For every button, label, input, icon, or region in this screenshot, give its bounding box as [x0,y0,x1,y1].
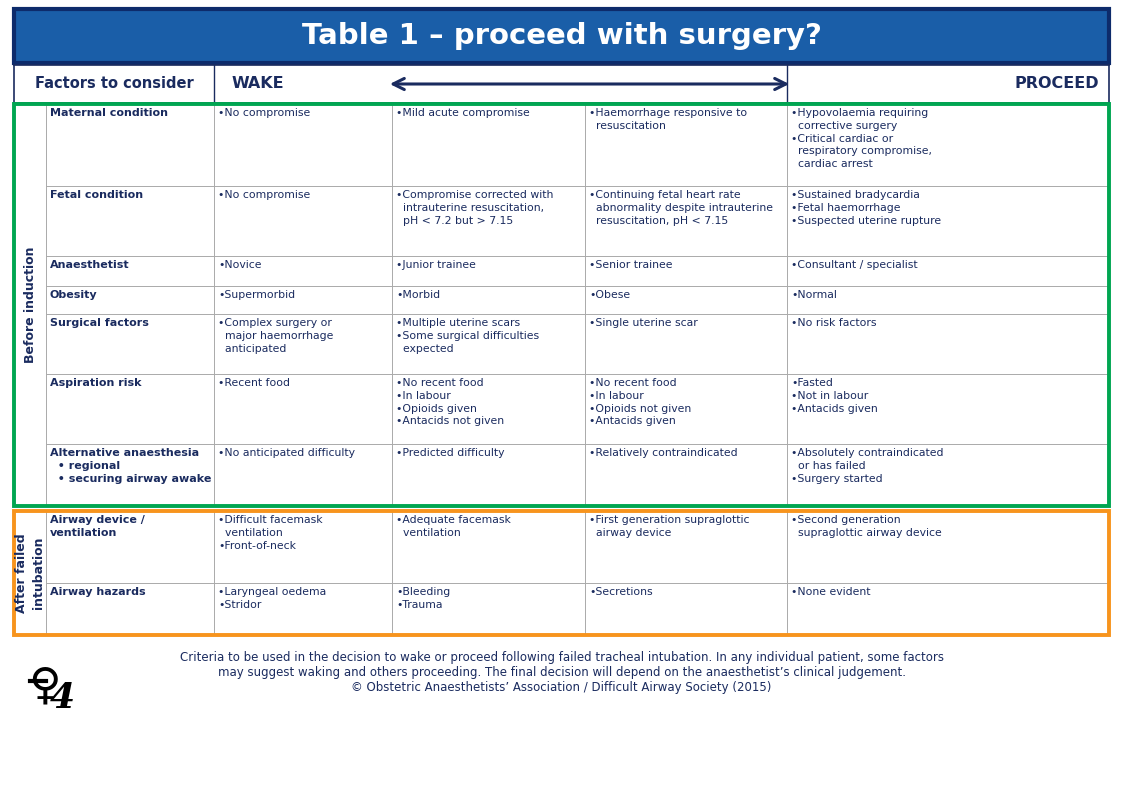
Text: •Junior trainee: •Junior trainee [396,260,476,270]
Text: •Second generation
  supraglottic airway device: •Second generation supraglottic airway d… [791,515,942,538]
Bar [46,186,1110,256]
Text: •Consultant / specialist: •Consultant / specialist [791,260,917,270]
Bar [46,104,1110,186]
Bar [13,104,1110,635]
Bar [13,65,1110,103]
Text: After failed
intubation: After failed intubation [16,534,45,613]
Bar [46,511,1110,583]
Text: 4: 4 [49,681,74,715]
Text: PROCEED: PROCEED [1014,76,1099,91]
Text: Aspiration risk: Aspiration risk [51,378,141,388]
Text: •Secretions: •Secretions [588,587,652,597]
Bar [46,314,1110,374]
Text: •Predicted difficulty: •Predicted difficulty [396,448,504,458]
Text: •Adequate facemask
  ventilation: •Adequate facemask ventilation [396,515,511,538]
Text: •Laryngeal oedema
•Stridor: •Laryngeal oedema •Stridor [218,587,327,610]
Text: •Supermorbid: •Supermorbid [218,290,295,300]
Text: •Fasted
•Not in labour
•Antacids given: •Fasted •Not in labour •Antacids given [791,378,878,414]
Text: •Multiple uterine scars
•Some surgical difficulties
  expected: •Multiple uterine scars •Some surgical d… [396,318,539,353]
Text: •Bleeding
•Trauma: •Bleeding •Trauma [396,587,450,610]
Text: ♀: ♀ [28,664,61,707]
Text: Criteria to be used in the decision to wake or proceed following failed tracheal: Criteria to be used in the decision to w… [180,651,943,664]
Text: Obesity: Obesity [51,290,98,300]
Text: •Mild acute compromise: •Mild acute compromise [396,108,530,118]
Text: •None evident: •None evident [791,587,870,597]
Text: •Haemorrhage responsive to
  resuscitation: •Haemorrhage responsive to resuscitation [588,108,747,131]
Text: •Obese: •Obese [588,290,630,300]
Text: •Normal: •Normal [791,290,837,300]
Bar [46,444,1110,506]
Text: •First generation supraglottic
  airway device: •First generation supraglottic airway de… [588,515,749,538]
Text: Fetal condition: Fetal condition [51,190,143,200]
Text: •Single uterine scar: •Single uterine scar [588,318,697,328]
Bar [13,104,1110,506]
Text: •Recent food: •Recent food [218,378,290,388]
Text: •Compromise corrected with
  intrauterine resuscitation,
  pH < 7.2 but > 7.15: •Compromise corrected with intrauterine … [396,190,554,225]
Bar [46,374,1110,444]
Text: •No compromise: •No compromise [218,108,310,118]
Text: Airway hazards: Airway hazards [51,587,146,597]
Text: Anaesthetist: Anaesthetist [51,260,129,270]
Text: •No risk factors: •No risk factors [791,318,876,328]
Text: •Senior trainee: •Senior trainee [588,260,673,270]
Bar [13,9,1110,63]
Text: •Difficult facemask
  ventilation
•Front-of-neck: •Difficult facemask ventilation •Front-o… [218,515,322,550]
Text: Alternative anaesthesia
  • regional
  • securing airway awake: Alternative anaesthesia • regional • sec… [51,448,211,484]
Text: •Morbid: •Morbid [396,290,440,300]
Text: Maternal condition: Maternal condition [51,108,168,118]
Text: WAKE: WAKE [232,76,284,91]
Text: •Complex surgery or
  major haemorrhage
  anticipated: •Complex surgery or major haemorrhage an… [218,318,334,353]
Text: Table 1 – proceed with surgery?: Table 1 – proceed with surgery? [302,22,821,50]
Text: •Sustained bradycardia
•Fetal haemorrhage
•Suspected uterine rupture: •Sustained bradycardia •Fetal haemorrhag… [791,190,941,225]
Text: © Obstetric Anaesthetists’ Association / Difficult Airway Society (2015): © Obstetric Anaesthetists’ Association /… [351,681,772,694]
Text: •Absolutely contraindicated
  or has failed
•Surgery started: •Absolutely contraindicated or has faile… [791,448,943,484]
Text: may suggest waking and others proceeding. The final decision will depend on the : may suggest waking and others proceeding… [218,666,905,679]
Text: •Novice: •Novice [218,260,262,270]
Bar [46,583,1110,635]
Text: •No recent food
•In labour
•Opioids given
•Antacids not given: •No recent food •In labour •Opioids give… [396,378,504,426]
Text: Surgical factors: Surgical factors [51,318,149,328]
Text: Before induction: Before induction [24,247,37,363]
Text: Airway device /
ventilation: Airway device / ventilation [51,515,145,538]
Bar [46,256,1110,286]
Bar [46,286,1110,314]
Text: •Relatively contraindicated: •Relatively contraindicated [588,448,738,458]
Text: •No recent food
•In labour
•Opioids not given
•Antacids given: •No recent food •In labour •Opioids not … [588,378,692,426]
Text: •Hypovolaemia requiring
  corrective surgery
•Critical cardiac or
  respiratory : •Hypovolaemia requiring corrective surge… [791,108,932,169]
Text: •No compromise: •No compromise [218,190,310,200]
Bar [13,511,1110,635]
Text: •Continuing fetal heart rate
  abnormality despite intrauterine
  resuscitation,: •Continuing fetal heart rate abnormality… [588,190,773,225]
Text: Factors to consider: Factors to consider [35,76,193,91]
Text: •No anticipated difficulty: •No anticipated difficulty [218,448,355,458]
